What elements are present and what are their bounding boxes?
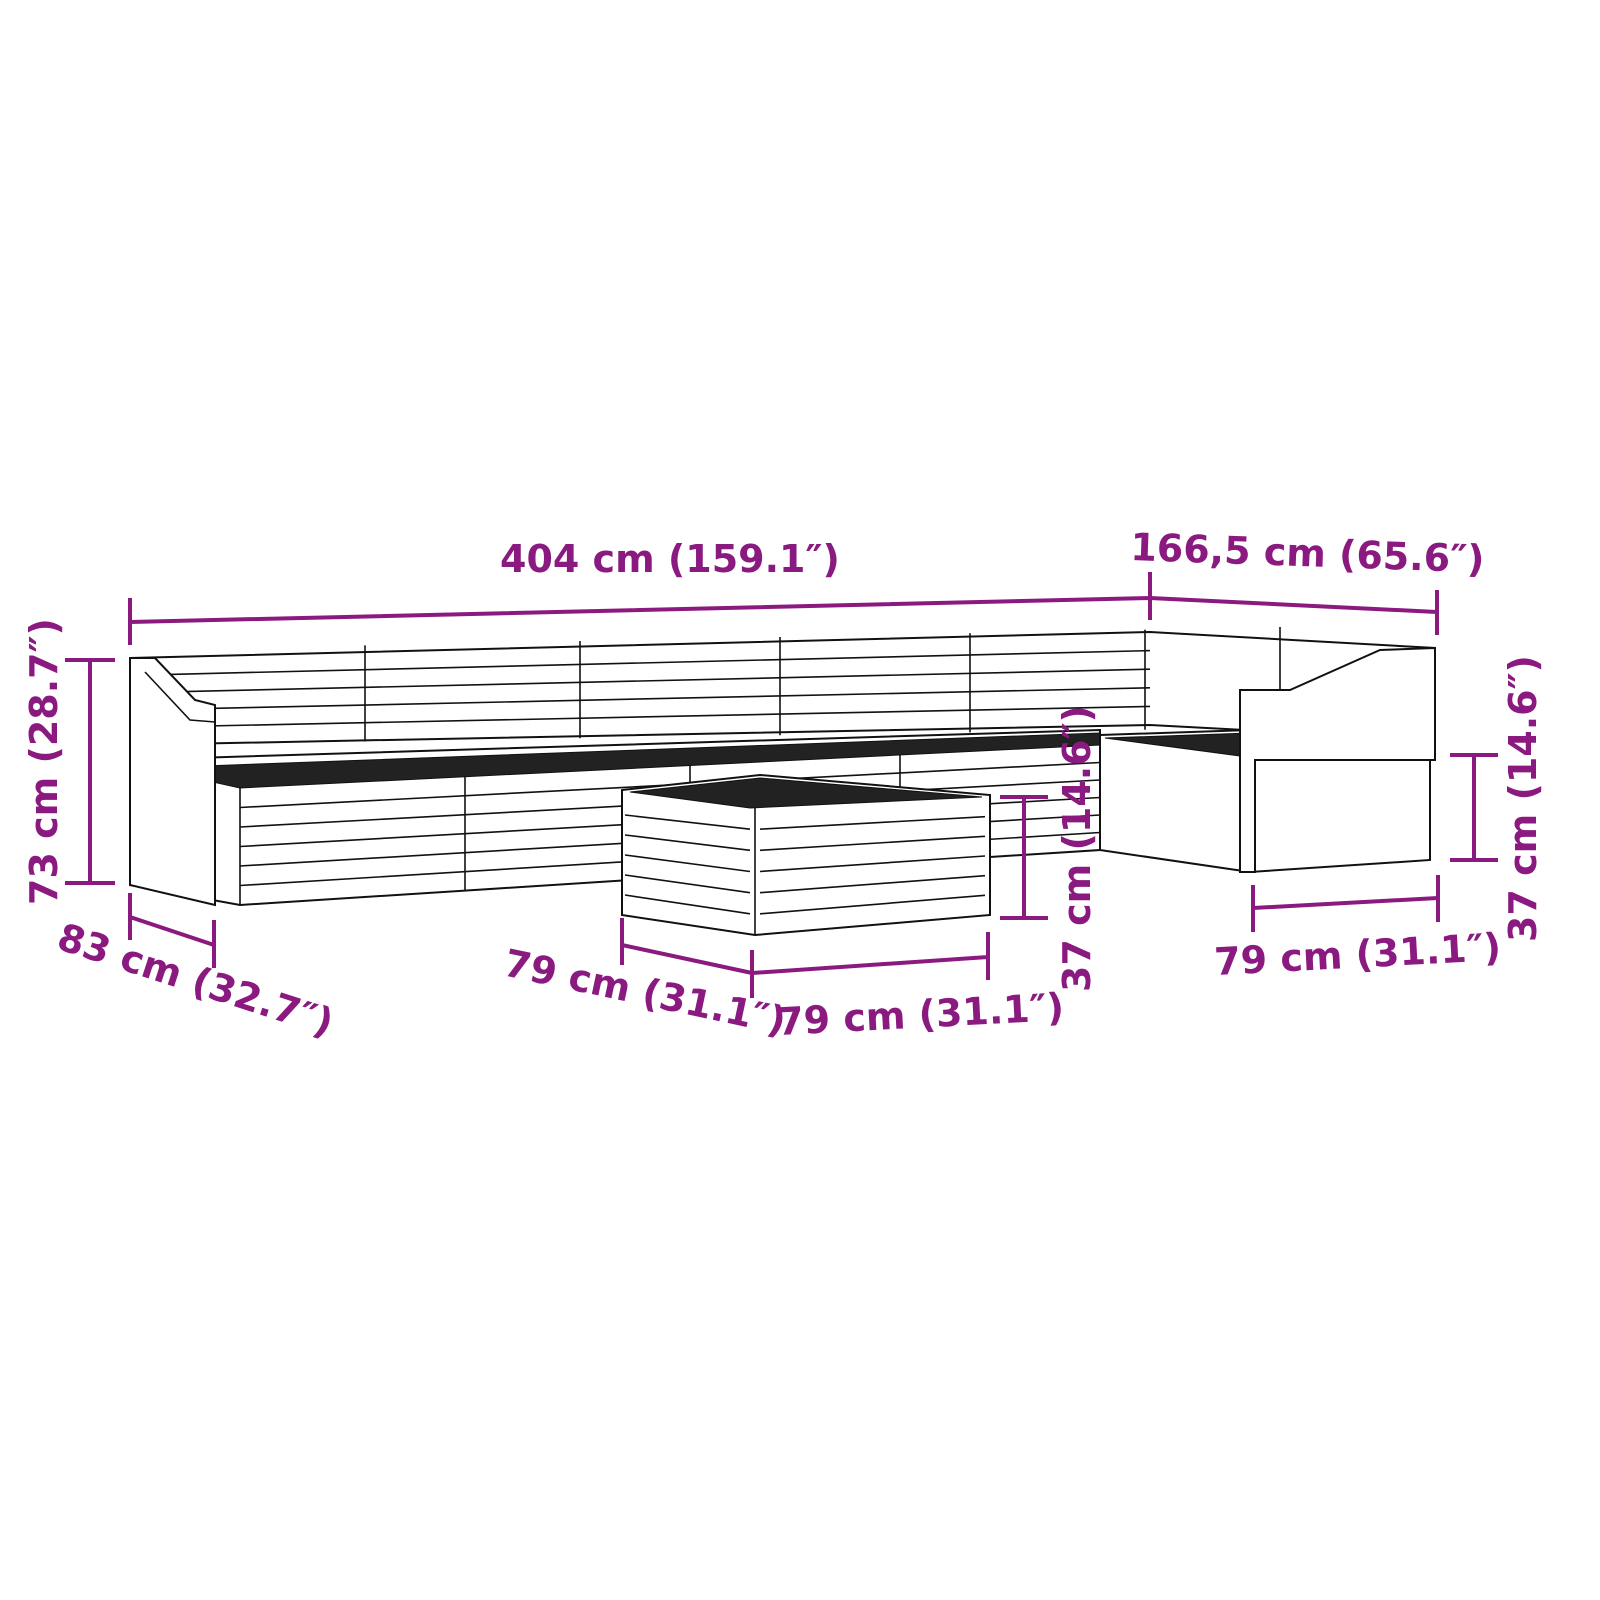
corner-seat-height-label: 37 cm (14.6″): [1501, 655, 1545, 942]
height-label: 73 cm (28.7″): [22, 618, 66, 905]
ottoman: [621, 773, 991, 937]
corner-seat-width-label: 79 cm (31.1″): [1213, 925, 1502, 984]
ottoman-slat: [759, 874, 986, 894]
total-width-label: 404 cm (159.1″): [500, 537, 840, 581]
corner-width-label: 166,5 cm (65.6″): [1130, 525, 1486, 581]
ottoman-slat: [759, 855, 986, 873]
dimension-lines: [65, 572, 1498, 998]
backrest-slat: [129, 687, 1151, 711]
ottoman-slat: [624, 834, 751, 852]
ottoman-slat: [624, 874, 751, 894]
ottoman-slat: [624, 894, 751, 915]
ottoman-height-label: 37 cm (14.6″): [1055, 705, 1099, 992]
backrest-slat: [129, 649, 1151, 677]
ottoman-slat: [759, 835, 986, 852]
depth-label: 83 cm (32.7″): [52, 915, 338, 1046]
right-armrest: [1239, 646, 1436, 873]
ottoman-slat: [759, 815, 986, 830]
backrest-slat: [129, 705, 1151, 729]
ottoman-width-label: 79 cm (31.1″): [776, 985, 1065, 1044]
ottoman-depth-label: 79 cm (31.1″): [500, 941, 790, 1044]
ottoman-slat: [624, 814, 751, 830]
ottoman-slat: [624, 854, 751, 873]
backrest-slat: [129, 668, 1151, 694]
ottoman-top: [629, 777, 983, 809]
ottoman-slat: [759, 894, 986, 915]
sofa-set-drawing: [129, 627, 1436, 937]
